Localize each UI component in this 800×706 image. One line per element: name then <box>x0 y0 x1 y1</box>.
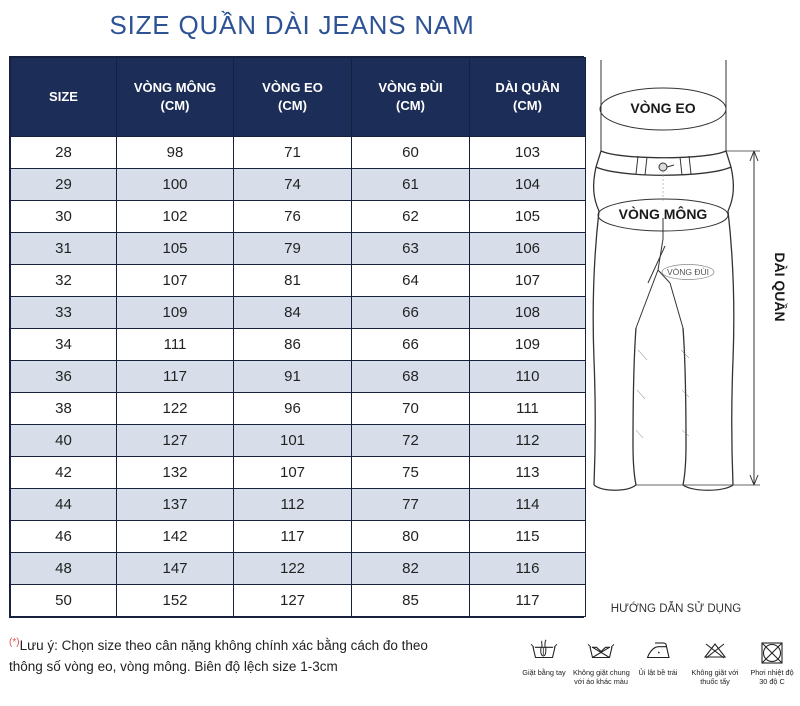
svg-text:VÒNG EO: VÒNG EO <box>630 99 695 116</box>
svg-text:VÒNG ĐÙI: VÒNG ĐÙI <box>667 267 709 277</box>
svg-text:DÀI QUẦN: DÀI QUẦN <box>772 252 788 321</box>
svg-text:HƯỚNG DẪN SỬ DỤNG: HƯỚNG DẪN SỬ DỤNG <box>611 602 742 615</box>
